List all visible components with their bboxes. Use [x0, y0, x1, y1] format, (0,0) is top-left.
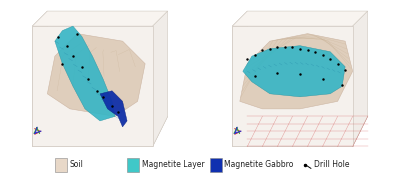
Polygon shape	[243, 46, 345, 97]
Polygon shape	[232, 26, 353, 147]
Polygon shape	[232, 11, 368, 26]
Polygon shape	[232, 11, 247, 147]
Polygon shape	[100, 91, 127, 127]
Polygon shape	[32, 116, 168, 147]
Polygon shape	[240, 34, 353, 109]
Text: Drill Hole: Drill Hole	[314, 160, 350, 169]
FancyBboxPatch shape	[210, 158, 222, 172]
FancyBboxPatch shape	[127, 158, 139, 172]
Polygon shape	[55, 26, 115, 121]
Text: Soil: Soil	[70, 160, 84, 169]
Polygon shape	[32, 11, 47, 147]
Polygon shape	[32, 26, 153, 147]
Polygon shape	[47, 34, 145, 116]
Text: Magnetite Gabbro: Magnetite Gabbro	[224, 160, 294, 169]
Polygon shape	[353, 11, 368, 147]
Polygon shape	[153, 11, 168, 147]
FancyBboxPatch shape	[55, 158, 67, 172]
Polygon shape	[32, 11, 168, 26]
Polygon shape	[232, 116, 368, 147]
Text: Magnetite Layer: Magnetite Layer	[142, 160, 204, 169]
